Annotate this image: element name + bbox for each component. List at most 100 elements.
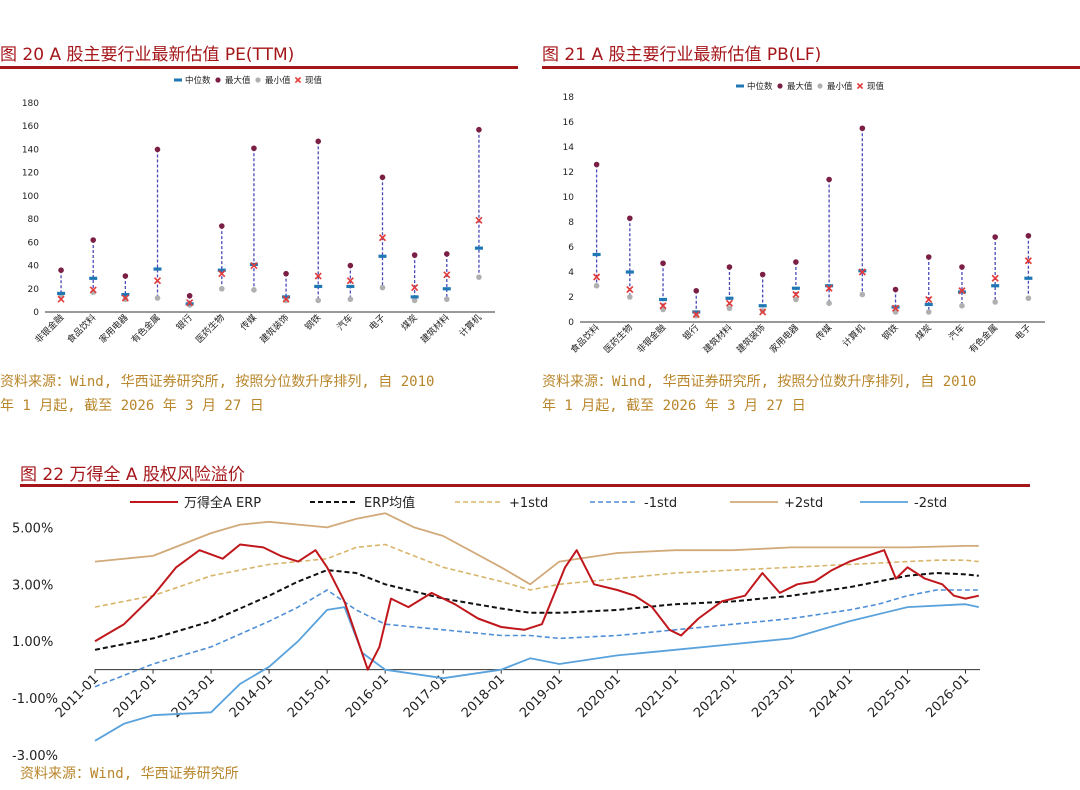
pe-current-point: [186, 299, 194, 307]
pe-max-point: [379, 174, 386, 181]
pe-min-point: [283, 297, 289, 304]
erp-legend-label: ERP均值: [364, 495, 415, 511]
erp-xtick-label: 2017-01: [401, 672, 450, 721]
pb-current-point: [626, 285, 634, 294]
pb-current-point: [759, 308, 767, 316]
pe-median-point: [378, 254, 387, 258]
pe-median-point: [153, 267, 162, 271]
pb-category-label: 钢铁: [879, 322, 900, 343]
pb-title-rule: [542, 66, 1080, 69]
erp-xtick-label: 2023-01: [749, 672, 798, 721]
erp-series-line: [94, 543, 980, 671]
pb-ytick-label: 0: [568, 318, 574, 328]
pb-median-point: [791, 286, 800, 290]
pe-current-point: [218, 270, 226, 278]
erp-mean-line: [94, 569, 979, 651]
pe-ytick-label: 20: [28, 285, 40, 295]
pb-median-point: [891, 305, 900, 309]
erp-minus1std-line: [94, 589, 979, 688]
pe-max-point: [90, 237, 97, 243]
pb-min-point: [959, 302, 965, 309]
pe-min-point: [251, 287, 257, 293]
erp-xtick-label: 2022-01: [691, 672, 740, 721]
pe-min-point: [218, 285, 225, 292]
pe-category-label: 钢铁: [302, 312, 323, 333]
pb-median-point: [957, 290, 966, 294]
pb-median-point: [858, 269, 867, 273]
pb-current-point: [725, 299, 734, 307]
pb-min-point: [627, 294, 633, 300]
erp-title-rule: [20, 484, 1030, 487]
erp-ytick-label: -1.00%: [12, 692, 58, 707]
erp-xtick-label: 2015-01: [285, 672, 334, 721]
pe-category-label: 医药生物: [193, 312, 227, 346]
pb-current-point: [659, 302, 667, 310]
pb-figure-title: 图 21 A 股主要行业最新估值 PB(LF): [542, 45, 822, 65]
pe-current-point: [346, 277, 354, 285]
pb-current-point: [891, 304, 900, 312]
erp-xtick-label: 2012-01: [111, 672, 160, 721]
pe-min-point: [379, 284, 386, 291]
pb-category-label: 建筑装饰: [734, 322, 768, 356]
pe-category-label: 汽车: [334, 312, 355, 333]
pb-min-point: [726, 305, 733, 312]
pe-legend-current-marker: [294, 76, 302, 84]
pe-figure-title: 图 20 A 股主要行业最新估值 PE(TTM): [0, 45, 295, 65]
pb-median-point: [659, 297, 668, 302]
pb-max-point: [627, 215, 633, 222]
erp-chart: 5.00% 3.00% 1.00% -1.00% -3.00% 2011-01 2012-0…: [12, 495, 980, 764]
pe-legend-min-marker: [255, 77, 261, 83]
pe-min-point: [411, 297, 418, 304]
pb-category-label: 有色金属: [966, 322, 1000, 356]
pe-median-point: [121, 292, 130, 297]
pe-legend-label: 最小值: [265, 75, 291, 86]
pe-current-point: [475, 216, 483, 224]
pb-current-point: [593, 273, 601, 281]
pe-max-point: [58, 267, 64, 273]
pb-min-point: [859, 291, 866, 298]
pb-ytick-label: 14: [563, 143, 575, 153]
pe-ytick-label: 160: [22, 122, 39, 132]
pb-category-label: 汽车: [946, 322, 967, 343]
pb-category-label: 电子: [1012, 322, 1033, 343]
erp-xtick-label: 2016-01: [343, 672, 392, 721]
pe-max-point: [315, 138, 322, 145]
pb-min-point: [1025, 295, 1032, 302]
pb-current-point: [692, 310, 700, 319]
erp-figure-title: 图 22 万得全 A 股权风险溢价: [20, 465, 245, 485]
pb-legend-label: 现值: [867, 81, 885, 92]
pb-current-point: [825, 284, 833, 292]
pb-category-label: 医药生物: [601, 322, 635, 356]
pe-category-label: 煤炭: [399, 312, 420, 333]
pb-max-point: [826, 176, 832, 183]
pe-current-point: [250, 261, 258, 270]
pe-min-point: [315, 297, 322, 304]
pe-category-label: 有色金属: [129, 312, 163, 346]
pb-legend-current-marker: [856, 82, 864, 90]
pb-median-point: [991, 284, 1000, 288]
pb-ytick-label: 10: [563, 193, 575, 203]
pb-current-point: [925, 295, 933, 304]
pb-legend-median-marker: [736, 84, 744, 88]
pe-current-point: [411, 284, 419, 292]
pb-ytick-label: 2: [568, 293, 574, 303]
pb-min-point: [826, 300, 832, 307]
pb-current-point: [792, 290, 800, 299]
pe-source-line-1: 资料来源：Wind, 华西证券研究所, 按照分位数升序排列, 自 2010: [0, 374, 435, 390]
erp-xtick-label: 2020-01: [575, 672, 624, 721]
pb-median-point: [758, 304, 767, 308]
pb-max-point: [793, 259, 799, 265]
pe-current-point: [378, 234, 387, 242]
pe-legend-label: 最大值: [225, 75, 251, 86]
erp-legend-label: -2std: [914, 496, 947, 511]
pe-min-point: [347, 296, 354, 303]
pb-median-point: [625, 270, 634, 274]
pb-median-point: [1024, 276, 1033, 280]
pe-current-point: [443, 271, 451, 279]
pe-category-label: 计算机: [456, 312, 484, 340]
pe-category-label: 传媒: [238, 312, 259, 333]
pb-min-point: [693, 312, 700, 319]
pb-source-line-2: 年 1 月起, 截至 2026 年 3 月 27 日: [542, 398, 806, 414]
pe-min-point: [443, 296, 450, 303]
pb-max-point: [992, 234, 998, 240]
